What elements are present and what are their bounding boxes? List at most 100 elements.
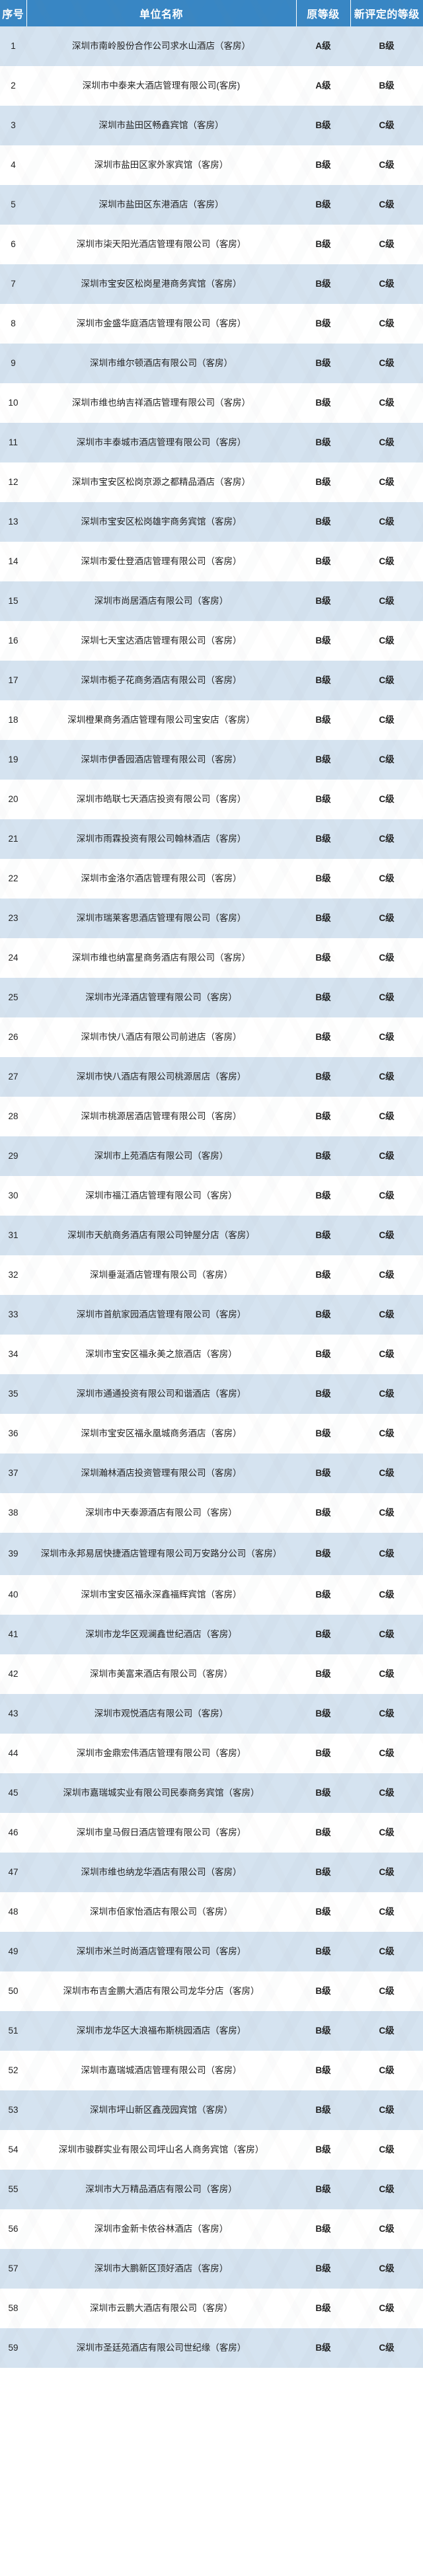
row-new-grade: C级	[379, 715, 395, 725]
table-row: 37 深圳瀚林酒店投资管理有限公司（客房） B级 C级	[0, 1454, 423, 1493]
row-unit-name: 深圳市骏群实业有限公司坪山名人商务宾馆（客房）	[58, 2145, 264, 2155]
row-old-grade: B级	[315, 1508, 331, 1518]
row-new-grade: C级	[379, 1748, 395, 1759]
row-unit-name: 深圳市宝安区松岗京源之都精品酒店（客房）	[72, 477, 250, 488]
row-index: 2	[11, 81, 16, 91]
row-index: 53	[8, 2105, 19, 2116]
row-old-grade: B级	[315, 556, 331, 567]
row-new-grade: C级	[379, 556, 395, 567]
table-header: 序号 单位名称 原等级 新评定的等级	[0, 0, 423, 26]
row-new-grade: C级	[379, 953, 395, 963]
row-new-grade: C级	[379, 1590, 395, 1600]
row-unit-name: 深圳七天宝达酒店管理有限公司（客房）	[81, 636, 242, 646]
row-unit-name: 深圳市瑞莱客思酒店管理有限公司（客房）	[76, 913, 247, 924]
row-index: 57	[8, 2263, 19, 2274]
table-row: 35 深圳市通通投资有限公司和谐酒店（客房） B级 C级	[0, 1374, 423, 1414]
row-old-grade: B级	[315, 1590, 331, 1600]
row-unit-name: 深圳市桃源居酒店管理有限公司（客房）	[81, 1111, 242, 1122]
row-index: 30	[8, 1191, 19, 1201]
row-index: 20	[8, 794, 19, 805]
row-old-grade: B级	[315, 754, 331, 765]
row-unit-name: 深圳市尚居酒店有限公司（客房）	[94, 596, 229, 607]
table-row: 36 深圳市宝安区福永凰城商务酒店（客房） B级 C级	[0, 1414, 423, 1454]
row-new-grade: C级	[379, 794, 395, 805]
row-old-grade: B级	[315, 2065, 331, 2076]
row-unit-name: 深圳市大鹏新区顶好酒店（客房）	[94, 2263, 229, 2274]
row-new-grade: C级	[379, 279, 395, 289]
row-index: 28	[8, 1111, 19, 1122]
row-index: 6	[11, 239, 16, 250]
table-header-row: 序号 单位名称 原等级 新评定的等级	[0, 0, 423, 26]
table-row: 39 深圳市永邦易居快捷酒店管理有限公司万安路分公司（客房） B级 C级	[0, 1533, 423, 1575]
row-old-grade: B级	[315, 318, 331, 329]
row-unit-name: 深圳垂涎酒店管理有限公司（客房）	[90, 1270, 233, 1280]
row-unit-name: 深圳市栀子花商务酒店有限公司（客房）	[81, 675, 242, 686]
row-new-grade: C级	[379, 2184, 395, 2195]
row-index: 43	[8, 1709, 19, 1719]
table-row: 18 深圳橙果商务酒店管理有限公司宝安店（客房） B级 C级	[0, 700, 423, 740]
row-old-grade: B级	[315, 437, 331, 448]
row-new-grade: C级	[379, 1309, 395, 1320]
row-new-grade: B级	[379, 41, 395, 52]
row-old-grade: B级	[315, 596, 331, 607]
row-index: 51	[8, 2026, 19, 2036]
row-unit-name: 深圳市快八酒店有限公司桃源居店（客房）	[76, 1072, 247, 1082]
row-index: 45	[8, 1788, 19, 1798]
column-header-new-grade: 新评定的等级	[350, 0, 423, 26]
table-row: 16 深圳七天宝达酒店管理有限公司（客房） B级 C级	[0, 621, 423, 661]
table-row: 19 深圳市伊香园酒店管理有限公司（客房） B级 C级	[0, 740, 423, 780]
row-unit-name: 深圳市皇马假日酒店管理有限公司（客房）	[76, 1827, 247, 1838]
column-header-index: 序号	[0, 0, 27, 26]
row-index: 38	[8, 1508, 19, 1518]
row-old-grade: B级	[315, 2303, 331, 2314]
table-row: 17 深圳市栀子花商务酒店有限公司（客房） B级 C级	[0, 661, 423, 700]
row-new-grade: C级	[379, 2065, 395, 2076]
row-index: 15	[8, 596, 19, 607]
row-index: 21	[8, 834, 19, 844]
row-old-grade: B级	[315, 2145, 331, 2155]
row-index: 4	[11, 160, 16, 170]
row-unit-name: 深圳市皓联七天酒店投资有限公司（客房）	[76, 794, 247, 805]
table-row: 3 深圳市盐田区畅鑫宾馆（客房） B级 C级	[0, 106, 423, 145]
table-row: 11 深圳市丰泰城市酒店管理有限公司（客房） B级 C级	[0, 423, 423, 462]
row-unit-name: 深圳市伊香园酒店管理有限公司（客房）	[81, 754, 242, 765]
table-row: 25 深圳市光泽酒店管理有限公司（客房） B级 C级	[0, 978, 423, 1017]
row-unit-name: 深圳市宝安区松岗星港商务宾馆（客房）	[81, 279, 242, 289]
row-old-grade: B级	[315, 358, 331, 369]
row-new-grade: C级	[379, 1867, 395, 1878]
row-unit-name: 深圳市布吉金鹏大酒店有限公司龙华分店（客房）	[63, 1986, 260, 1997]
row-unit-name: 深圳市中天泰源酒店有限公司（客房）	[85, 1508, 237, 1518]
row-new-grade: C级	[379, 1629, 395, 1640]
row-new-grade: C级	[379, 1349, 395, 1360]
table-row: 33 深圳市首航家园酒店管理有限公司（客房） B级 C级	[0, 1295, 423, 1335]
row-old-grade: B级	[315, 1986, 331, 1997]
table-row: 34 深圳市宝安区福永美之旅酒店（客房） B级 C级	[0, 1335, 423, 1374]
row-new-grade: C级	[379, 1946, 395, 1957]
row-old-grade: B级	[315, 1709, 331, 1719]
row-old-grade: B级	[315, 2184, 331, 2195]
row-unit-name: 深圳市金新卡侬谷林酒店（客房）	[94, 2224, 229, 2234]
row-new-grade: C级	[379, 318, 395, 329]
row-index: 42	[8, 1669, 19, 1679]
row-old-grade: B级	[315, 2105, 331, 2116]
table-row: 56 深圳市金新卡侬谷林酒店（客房） B级 C级	[0, 2209, 423, 2249]
row-old-grade: B级	[315, 636, 331, 646]
row-index: 16	[8, 636, 19, 646]
row-unit-name: 深圳市金鼎宏伟酒店管理有限公司（客房）	[76, 1748, 247, 1759]
row-old-grade: B级	[315, 477, 331, 488]
row-new-grade: C级	[379, 596, 395, 607]
row-unit-name: 深圳市金盛华庭酒店管理有限公司（客房）	[76, 318, 247, 329]
row-new-grade: C级	[379, 1788, 395, 1798]
table-row: 38 深圳市中天泰源酒店有限公司（客房） B级 C级	[0, 1493, 423, 1533]
table-row: 23 深圳市瑞莱客思酒店管理有限公司（客房） B级 C级	[0, 899, 423, 938]
table-row: 51 深圳市龙华区大浪福布斯桃园酒店（客房） B级 C级	[0, 2011, 423, 2051]
row-new-grade: C级	[379, 2263, 395, 2274]
table-row: 45 深圳市嘉瑞城实业有限公司民泰商务宾馆（客房） B级 C级	[0, 1773, 423, 1813]
row-new-grade: B级	[379, 81, 395, 91]
table-row: 9 深圳市维尔顿酒店有限公司（客房） B级 C级	[0, 344, 423, 383]
row-index: 41	[8, 1629, 19, 1640]
row-index: 49	[8, 1946, 19, 1957]
table-row: 40 深圳市宝安区福永深鑫福辉宾馆（客房） B级 C级	[0, 1575, 423, 1615]
row-unit-name: 深圳市坪山新区鑫茂园宾馆（客房）	[90, 2105, 233, 2116]
row-unit-name: 深圳市永邦易居快捷酒店管理有限公司万安路分公司（客房）	[40, 1549, 282, 1559]
